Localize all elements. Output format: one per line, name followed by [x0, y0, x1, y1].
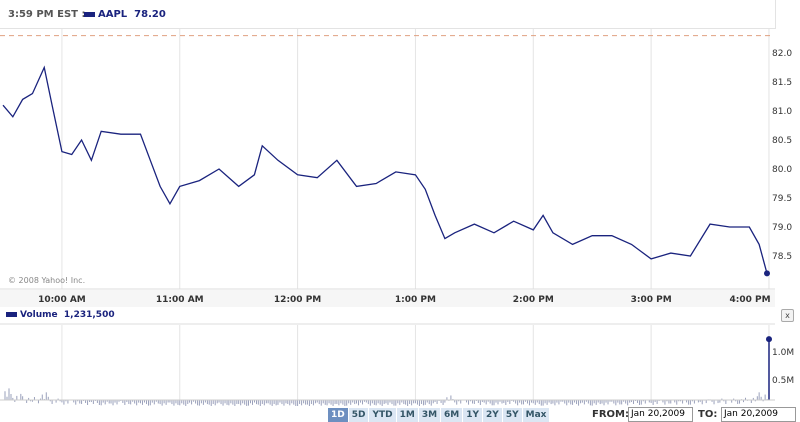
- range-button-5d[interactable]: 5D: [348, 408, 369, 422]
- range-button-3m[interactable]: 3M: [418, 408, 441, 422]
- y-tick-label: 80.5: [772, 136, 792, 146]
- range-button-5y[interactable]: 5Y: [502, 408, 522, 422]
- last-price: 78.20: [134, 9, 166, 20]
- x-tick-label: 2:00 PM: [513, 295, 554, 305]
- from-label: FROM:: [592, 409, 629, 420]
- symbol: AAPL: [98, 9, 128, 20]
- to-label: TO:: [698, 409, 718, 420]
- range-button-6m[interactable]: 6M: [441, 408, 463, 422]
- range-button-1y[interactable]: 1Y: [463, 408, 483, 422]
- y-tick-label: 81.5: [772, 78, 792, 88]
- x-tick-label: 10:00 AM: [38, 295, 86, 305]
- range-button-max[interactable]: Max: [522, 408, 550, 422]
- price-line: [2, 65, 768, 274]
- y-tick-label: 79.0: [772, 223, 792, 233]
- volume-y-tick-label: 0.5M: [772, 376, 794, 386]
- from-date-input[interactable]: Jan 20,2009: [628, 407, 693, 422]
- x-tick-label: 4:00 PM: [729, 295, 770, 305]
- y-tick-label: 80.0: [772, 165, 792, 175]
- time-axis-band: [0, 290, 775, 307]
- volume-y-tick-label: 1.0M: [772, 348, 794, 358]
- y-tick-label: 79.5: [772, 194, 792, 204]
- symbol-legend: AAPL 78.20: [84, 9, 166, 20]
- price-plot-area: [0, 29, 775, 289]
- y-tick-label: 81.0: [772, 107, 792, 117]
- volume-swatch-icon: [6, 312, 17, 317]
- y-tick-label: 78.5: [772, 252, 792, 262]
- y-tick-label: 82.0: [772, 49, 792, 59]
- quote-time: 3:59 PM EST :: [8, 9, 86, 20]
- x-tick-label: 12:00 PM: [274, 295, 321, 305]
- close-volume-button[interactable]: x: [781, 309, 794, 322]
- to-date-input[interactable]: Jan 20,2009: [721, 407, 796, 422]
- chart-header: 3:59 PM EST : AAPL 78.20: [0, 0, 776, 29]
- range-selector: 1D 5D YTD 1M 3M 6M 1Y 2Y 5Y Max: [328, 408, 550, 422]
- range-button-2y[interactable]: 2Y: [483, 408, 502, 422]
- volume-label: Volume: [20, 310, 58, 320]
- volume-value: 1,231,500: [63, 310, 115, 320]
- x-tick-label: 11:00 AM: [156, 295, 204, 305]
- series-swatch-icon: [84, 11, 95, 17]
- range-button-1m[interactable]: 1M: [396, 408, 418, 422]
- copyright: © 2008 Yahoo! Inc.: [8, 276, 86, 285]
- x-tick-label: 3:00 PM: [631, 295, 672, 305]
- last-price-dot: [763, 270, 770, 277]
- volume-legend: Volume 1,231,500: [6, 310, 115, 320]
- x-tick-label: 1:00 PM: [395, 295, 436, 305]
- range-button-ytd[interactable]: YTD: [369, 408, 396, 422]
- range-button-1d[interactable]: 1D: [328, 408, 348, 422]
